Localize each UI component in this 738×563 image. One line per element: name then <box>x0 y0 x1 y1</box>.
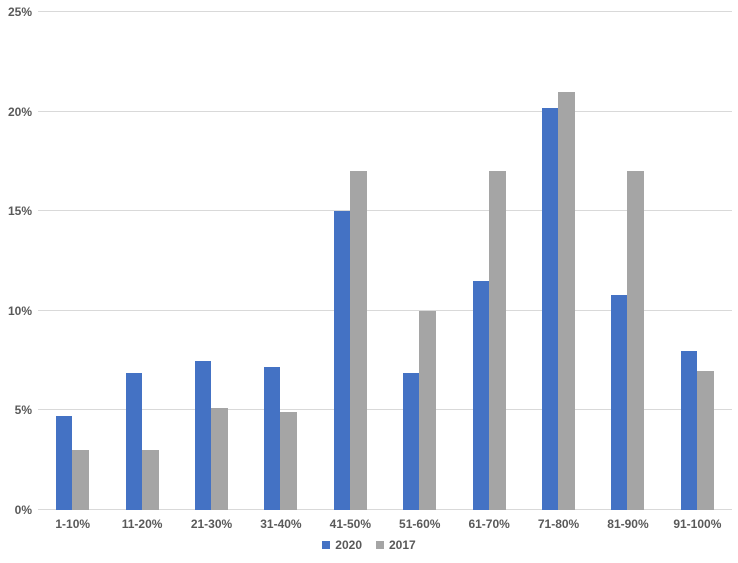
bar-2020 <box>56 416 73 510</box>
bar-2017 <box>488 171 506 510</box>
bar-2017 <box>349 171 367 510</box>
x-axis-tick-label: 1-10% <box>55 517 91 531</box>
y-axis-tick-label: 25% <box>7 5 32 19</box>
bar-2020 <box>680 350 697 510</box>
category-group <box>454 12 523 510</box>
plot-area <box>38 11 732 510</box>
gridline <box>38 509 732 510</box>
x-axis-tick-label: 51-60% <box>399 517 441 531</box>
category-group <box>524 12 593 510</box>
bar-2020 <box>611 294 628 510</box>
x-axis-tick-label: 71-80% <box>537 517 580 531</box>
legend-swatch-2020 <box>322 541 331 549</box>
bar-2017 <box>280 412 298 510</box>
bar-2017 <box>141 450 159 510</box>
x-axis-tick-label: 61-70% <box>468 517 510 531</box>
bar-2020 <box>333 211 350 510</box>
legend-label-2020: 2020 <box>335 538 362 552</box>
y-axis-tick-label: 0% <box>14 503 32 517</box>
x-axis-tick-label: 21-30% <box>190 517 233 531</box>
category-group <box>107 12 176 510</box>
x-axis-tick-label: 81-90% <box>607 517 649 531</box>
y-axis-tick-label: 20% <box>7 104 32 119</box>
bar-2020 <box>264 366 281 510</box>
legend-label-2017: 2017 <box>389 538 416 552</box>
category-group <box>385 12 454 510</box>
bar-2020 <box>542 107 559 510</box>
category-group <box>38 12 107 510</box>
x-axis-tick-label: 11-20% <box>121 517 163 531</box>
gridline <box>38 309 732 311</box>
gridline <box>38 210 732 212</box>
bar-2020 <box>125 372 142 510</box>
bar-2020 <box>403 372 420 510</box>
legend: 2020 2017 <box>0 538 738 552</box>
x-axis: 1-10% 11-20% 21-30% 31-40% 41-50% 51-60% 61-70… <box>38 517 732 531</box>
gridline <box>38 110 732 112</box>
bar-2017 <box>627 171 645 510</box>
bar-2017 <box>419 310 437 510</box>
y-axis-tick-label: 10% <box>7 303 32 318</box>
category-group <box>593 12 662 510</box>
bar-2017 <box>558 91 576 510</box>
category-group <box>663 12 732 510</box>
gridline <box>38 11 732 12</box>
gridline <box>38 409 732 411</box>
x-axis-tick-label: 41-50% <box>329 517 372 531</box>
legend-item-2020: 2020 <box>322 538 362 552</box>
y-axis: 0% 5% 10% 15% 20% 25% <box>0 6 32 516</box>
category-group <box>246 12 315 510</box>
bar-2017 <box>696 370 714 510</box>
legend-item-2017: 2017 <box>376 538 416 552</box>
bars-area <box>38 12 732 510</box>
legend-swatch-2017 <box>376 541 384 549</box>
bar-2020 <box>472 280 489 510</box>
y-axis-tick-label: 15% <box>7 204 32 219</box>
y-axis-tick-label: 5% <box>14 403 32 418</box>
category-group <box>316 12 385 510</box>
x-axis-tick-label: 91-100% <box>673 517 722 531</box>
gridlines <box>38 11 732 510</box>
bar-2017 <box>72 450 90 510</box>
bar-2017 <box>211 408 229 510</box>
x-axis-tick-label: 31-40% <box>260 517 302 531</box>
bar-2020 <box>195 360 212 510</box>
category-group <box>177 12 246 510</box>
